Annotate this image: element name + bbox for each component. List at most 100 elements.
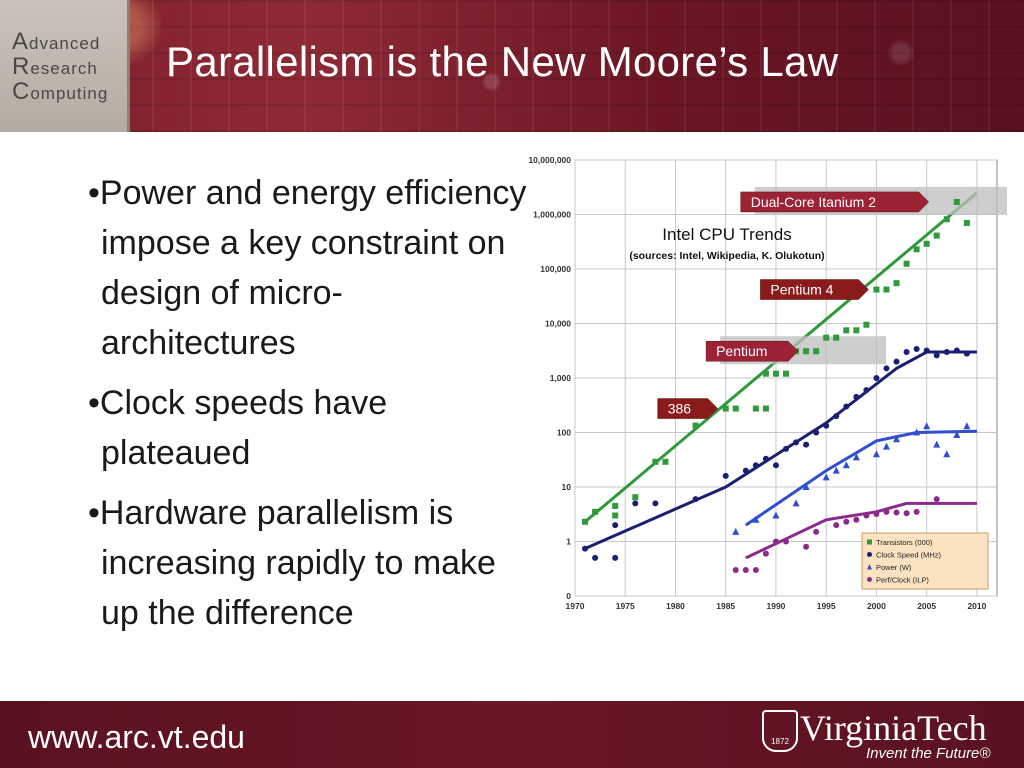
data-point: [783, 538, 789, 545]
data-point: [933, 232, 940, 239]
annotation-label: Dual-Core Itanium 2: [751, 194, 876, 210]
data-point: [833, 334, 840, 341]
data-point: [783, 445, 789, 452]
logo-line-2: Research: [12, 53, 98, 80]
data-point: [833, 413, 840, 420]
data-point: [752, 462, 759, 469]
data-point: [612, 522, 619, 529]
data-point: [813, 429, 820, 436]
data-point: [772, 462, 779, 469]
data-point: [802, 483, 810, 490]
data-point: [923, 347, 930, 354]
data-point: [822, 473, 830, 481]
data-point: [722, 472, 729, 479]
data-point: [852, 453, 860, 461]
data-point: [612, 512, 619, 519]
data-point: [612, 554, 619, 561]
data-point: [582, 545, 589, 552]
y-tick-label: 1: [566, 537, 571, 547]
data-point: [582, 518, 589, 525]
data-point: [863, 387, 870, 394]
annotation-arrow: [740, 191, 930, 213]
data-point: [882, 442, 890, 450]
data-point: [943, 450, 951, 458]
data-point: [813, 348, 820, 355]
bullet-item: •Hardware parallelism is increasing rapi…: [88, 494, 496, 632]
y-tick-label: 100,000: [540, 264, 571, 274]
x-tick-label: 2000: [867, 601, 886, 611]
legend-label: Clock Speed (MHz): [876, 551, 942, 560]
data-point: [913, 246, 920, 253]
data-point: [692, 422, 699, 429]
data-point: [843, 403, 850, 410]
annotation-arrow: [657, 398, 719, 419]
data-point: [632, 500, 639, 507]
data-point: [913, 508, 920, 515]
x-tick-label: 2005: [917, 601, 936, 611]
y-tick-label: 10,000: [545, 319, 571, 329]
data-point: [933, 496, 940, 503]
data-point: [863, 512, 870, 519]
y-tick-label: 10,000,000: [528, 155, 571, 165]
data-point: [883, 508, 890, 515]
data-point: [652, 500, 659, 507]
y-tick-label: 1,000,000: [533, 210, 571, 220]
data-point: [953, 198, 960, 205]
data-point: [732, 405, 739, 412]
data-point: [772, 370, 779, 377]
legend-marker: [867, 564, 872, 570]
x-tick-label: 1975: [616, 601, 635, 611]
data-point: [752, 566, 759, 573]
data-point: [863, 321, 870, 328]
data-point: [612, 502, 619, 509]
data-point: [652, 458, 659, 465]
data-point: [762, 550, 769, 557]
legend-marker: [867, 577, 872, 582]
data-point: [732, 527, 740, 535]
x-tick-label: 1995: [817, 601, 836, 611]
data-point: [762, 455, 769, 462]
data-point: [903, 260, 910, 267]
bullet-item: •Clock speeds have plateaued: [88, 384, 388, 472]
data-point: [893, 435, 901, 443]
data-point: [913, 428, 921, 436]
data-point: [592, 554, 599, 561]
y-tick-label: 100: [557, 428, 571, 438]
arc-logo: Advanced Research Computing: [0, 0, 130, 132]
data-point: [843, 518, 850, 525]
data-point: [722, 405, 729, 412]
data-point: [883, 365, 890, 372]
data-point: [783, 370, 789, 377]
data-point: [943, 348, 950, 355]
x-tick-label: 1985: [716, 601, 735, 611]
data-point: [953, 347, 960, 354]
data-point: [903, 348, 910, 355]
data-point: [742, 467, 749, 474]
trend-line: [744, 429, 977, 527]
data-point: [832, 466, 840, 474]
legend-label: Perf/Clock (ILP): [876, 576, 929, 585]
annotation-arrow: [760, 279, 869, 300]
data-point: [752, 515, 760, 523]
data-point: [913, 346, 920, 353]
chart-subtitle: (sources: Intel, Wikipedia, K. Olukotun): [629, 250, 824, 262]
vt-brand: VirginiaTech: [800, 708, 987, 748]
data-point: [772, 511, 780, 519]
legend-marker: [867, 552, 872, 557]
data-point: [842, 461, 850, 469]
data-point: [732, 566, 739, 573]
vt-seal-icon: 1872: [762, 710, 798, 752]
annotation-label: Pentium: [716, 343, 767, 359]
y-tick-label: 1,000: [550, 373, 572, 383]
vt-tagline: Invent the Future®: [866, 745, 991, 762]
bullet-item: •Power and energy efficiency impose a ke…: [88, 174, 527, 362]
data-point: [893, 358, 900, 365]
footer-url[interactable]: www.arc.vt.edu: [28, 719, 245, 755]
legend-marker: [867, 539, 872, 545]
x-tick-label: 2010: [967, 601, 986, 611]
data-point: [752, 405, 759, 412]
data-point: [873, 375, 880, 381]
y-tick-label: 0: [566, 591, 571, 601]
cpu-trends-chart: 0 1 10 100 1,000 10,000 100,000 1,000,000 10,000…: [515, 148, 1017, 628]
data-point: [793, 439, 800, 446]
